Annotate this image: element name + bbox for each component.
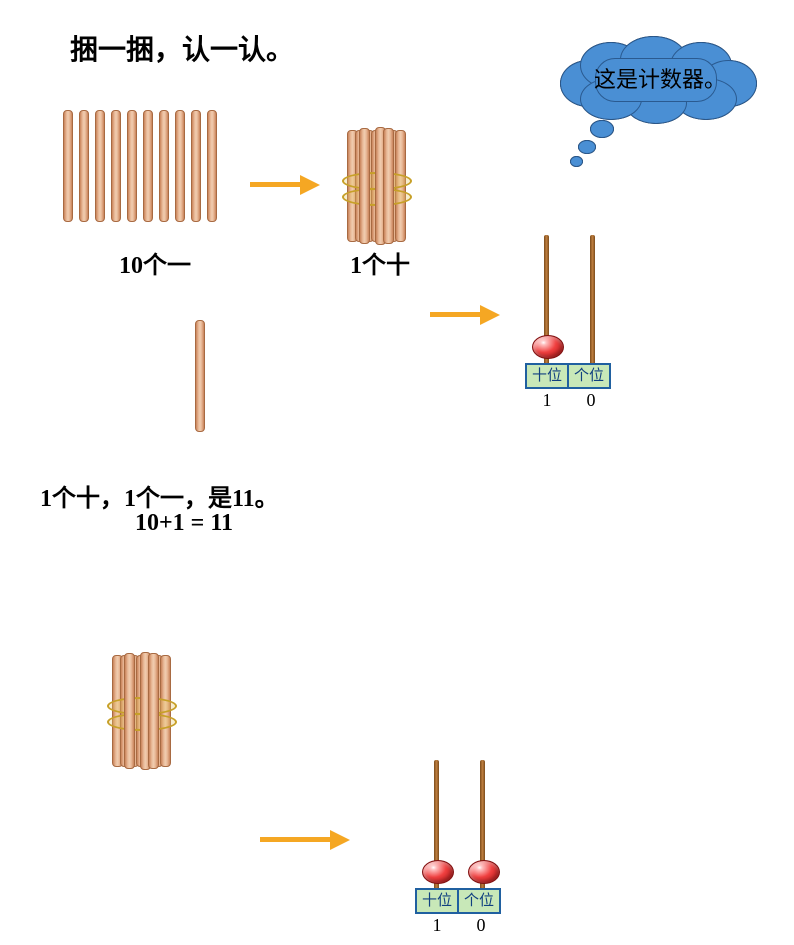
counter-device: 十位 个位 1 0	[410, 760, 530, 945]
bead-tens	[422, 860, 454, 884]
ones-place-label: 个位	[568, 364, 610, 388]
cloud-text: 这是计数器。	[570, 62, 750, 94]
tens-value: 1	[417, 915, 457, 936]
loose-sticks-label: 10个一	[95, 245, 215, 280]
ones-value: 0	[571, 390, 611, 411]
arrow-icon	[250, 175, 320, 195]
tens-place-label: 十位	[526, 364, 568, 388]
counter-device: 十位 个位 1 0	[520, 235, 640, 420]
bundle-label: 1个十	[330, 245, 430, 280]
ones-value: 0	[461, 915, 501, 936]
cloud-bubble	[590, 120, 614, 138]
equation-text: 10+1 = 11	[135, 510, 233, 537]
cloud-bubble	[578, 140, 596, 154]
bead-tens	[532, 335, 564, 359]
stick-bundle	[110, 655, 170, 765]
tens-place-label: 十位	[416, 889, 458, 913]
cloud-body: 这是计数器。	[560, 40, 750, 110]
ones-place-label: 个位	[458, 889, 500, 913]
arrow-icon	[430, 305, 500, 325]
thought-cloud: 这是计数器。	[560, 40, 750, 110]
page-title: 捆一捆，认一认。	[70, 28, 294, 68]
cloud-bubble	[570, 156, 583, 167]
single-stick	[195, 320, 205, 432]
statement-text: 1个十，1个一，是11。	[40, 478, 279, 513]
stick-bundle	[345, 130, 405, 240]
tens-value: 1	[527, 390, 567, 411]
arrow-icon	[260, 830, 350, 850]
place-value-box: 十位 个位	[525, 363, 611, 389]
place-value-box: 十位 个位	[415, 888, 501, 914]
loose-sticks	[60, 110, 220, 222]
bead-ones	[468, 860, 500, 884]
